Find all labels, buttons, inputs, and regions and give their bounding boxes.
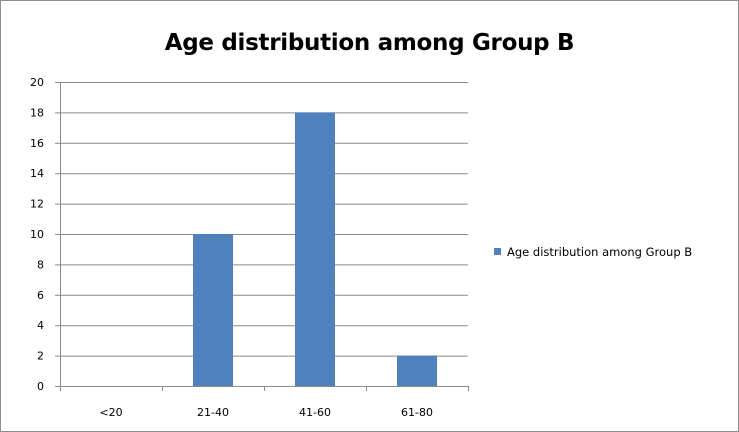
- bar-61-80: [397, 355, 437, 386]
- gridlines: [60, 82, 468, 387]
- y-tick-label: 14: [30, 167, 44, 180]
- y-tick-label: 12: [30, 198, 44, 211]
- legend-label: Age distribution among Group B: [507, 245, 692, 259]
- x-tick-label: 61-80: [401, 406, 433, 419]
- y-tick-label: 8: [37, 258, 44, 271]
- y-tick-label: 4: [37, 319, 44, 332]
- y-tick-label: 10: [30, 228, 44, 241]
- chart-title: Age distribution among Group B: [164, 30, 575, 56]
- legend-swatch: [494, 248, 501, 255]
- y-tick-label: 18: [30, 106, 44, 119]
- y-tick-labels: 0 2 4 6 8 10 12 14 16 18 20: [30, 76, 44, 393]
- y-tick-label: 16: [30, 137, 44, 150]
- y-tick-label: 2: [37, 350, 44, 363]
- bars: [193, 112, 437, 387]
- bar-41-60: [295, 112, 335, 387]
- bar-21-40: [193, 234, 233, 386]
- x-tick-label: 21-40: [197, 406, 229, 419]
- axes: [55, 82, 469, 391]
- y-tick-label: 0: [37, 380, 44, 393]
- x-tick-label: <20: [99, 406, 122, 419]
- y-tick-label: 20: [30, 76, 44, 89]
- x-tick-labels: <20 21-40 41-60 61-80: [99, 406, 433, 419]
- x-tick-label: 41-60: [299, 406, 331, 419]
- legend: Age distribution among Group B: [494, 245, 692, 259]
- y-tick-label: 6: [37, 289, 44, 302]
